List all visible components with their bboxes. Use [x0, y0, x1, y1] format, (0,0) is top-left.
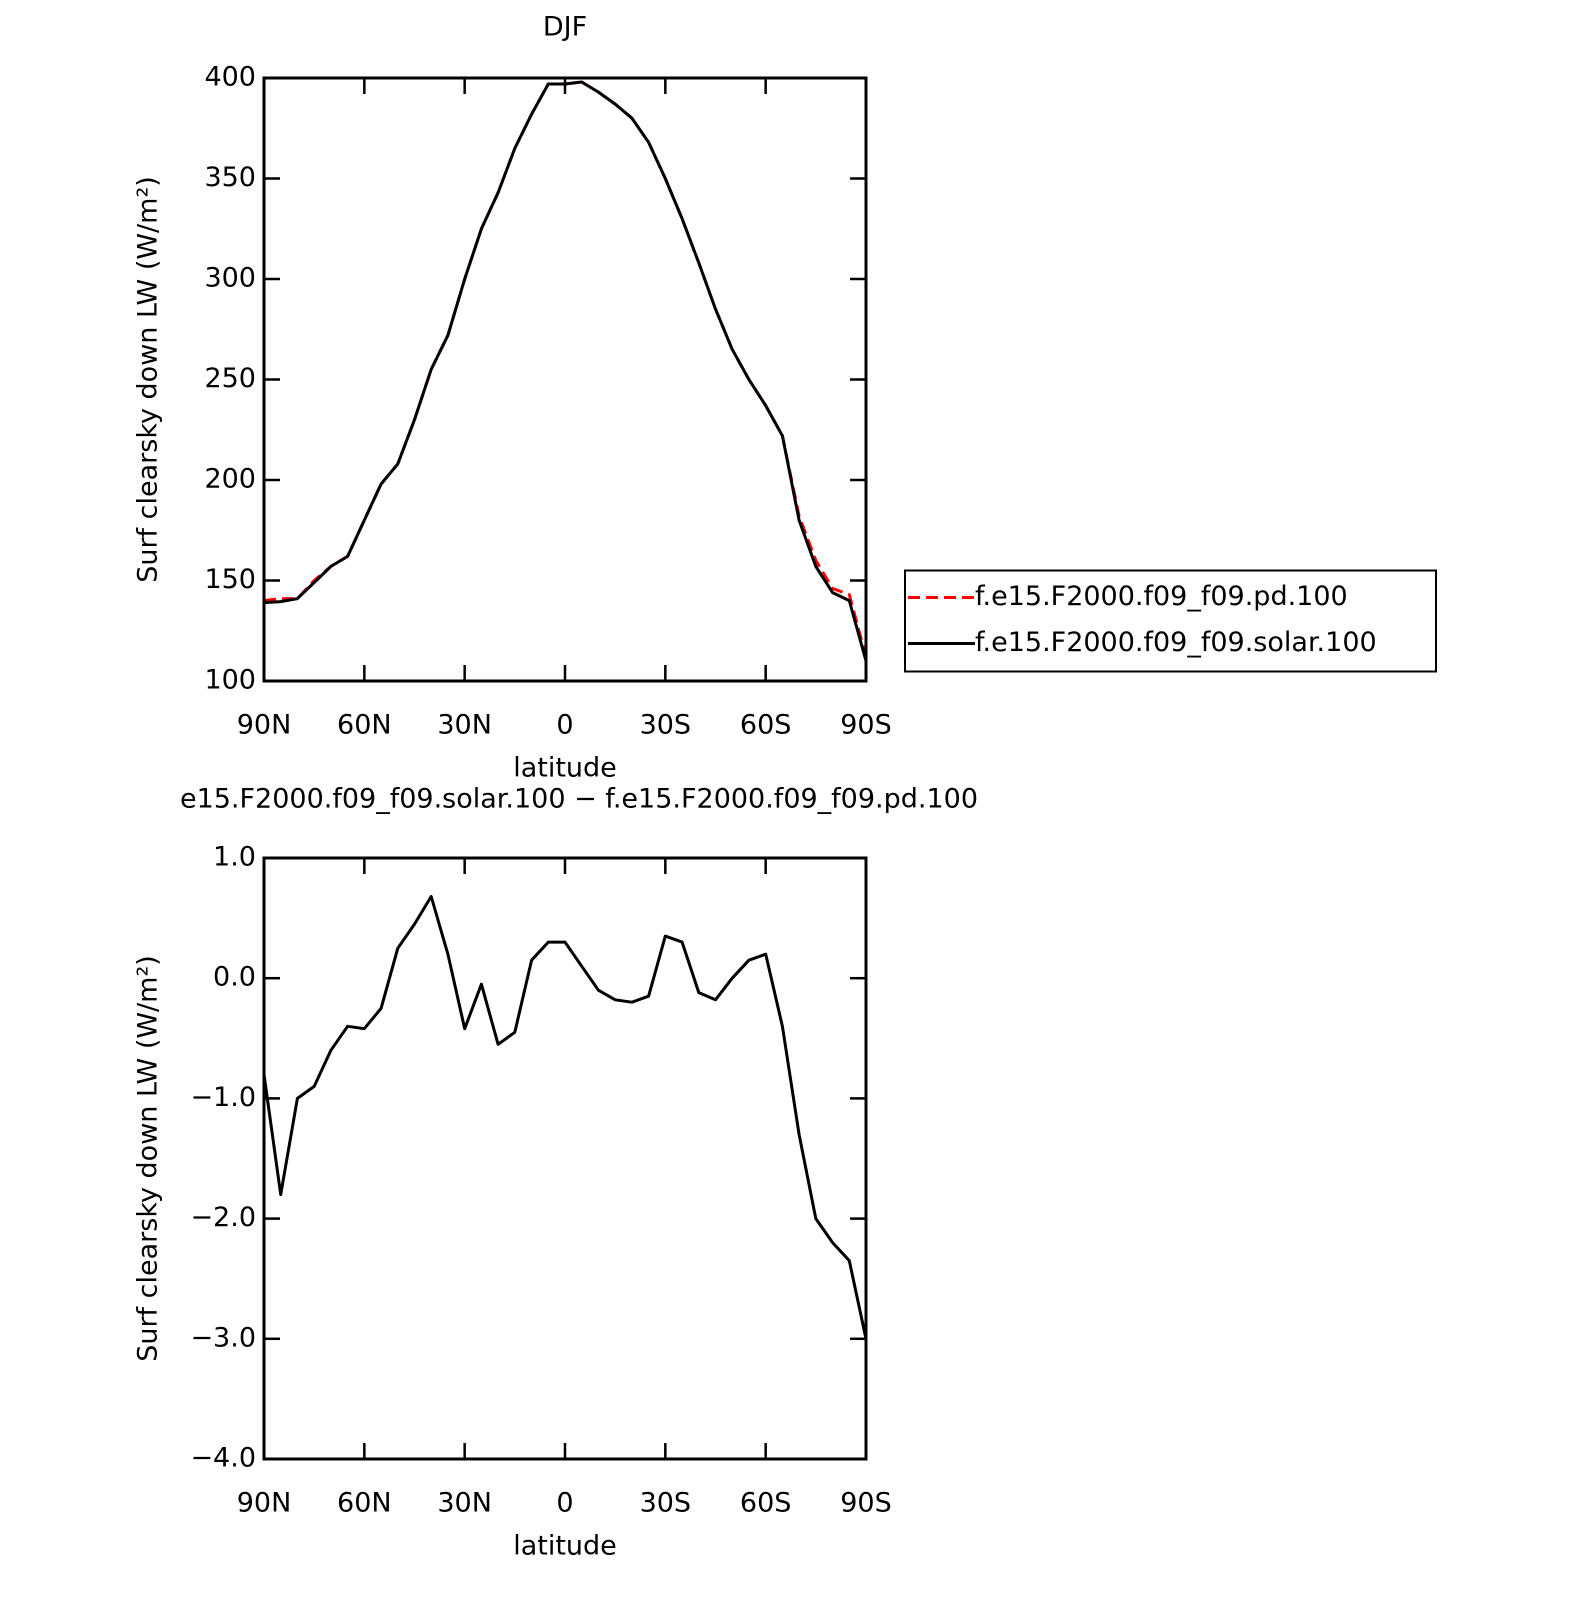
legend-label: f.e15.F2000.f09_f09.solar.100 — [975, 627, 1377, 658]
legend-box — [904, 569, 1437, 673]
y-tick-label: 100 — [204, 665, 256, 696]
legend-label: f.e15.F2000.f09_f09.pd.100 — [975, 581, 1348, 612]
data-line — [263, 80, 868, 662]
chart-title: e15.F2000.f09_f09.solar.100 − f.e15.F200… — [180, 784, 978, 815]
x-tick-label: 90N — [237, 710, 292, 741]
y-tick-label: 300 — [204, 263, 256, 294]
x-axis-label: latitude — [513, 753, 617, 784]
y-tick-label: 350 — [204, 162, 256, 193]
y-tick-label: 250 — [204, 363, 256, 394]
y-tick-label: 1.0 — [213, 842, 256, 873]
plot-frame — [262, 76, 868, 683]
x-tick-label: 30N — [437, 1488, 492, 1519]
x-axis-label: latitude — [513, 1531, 617, 1562]
y-tick-label: −2.0 — [190, 1202, 256, 1233]
x-tick-label: 90S — [840, 1488, 892, 1519]
x-tick-label: 60N — [337, 710, 392, 741]
y-axis-label: Surf clearsky down LW (W/m²) — [133, 176, 164, 583]
y-tick-label: −3.0 — [190, 1322, 256, 1353]
y-tick-label: −4.0 — [190, 1443, 256, 1474]
x-tick-label: 0 — [556, 1488, 573, 1519]
chart-title: DJF — [543, 12, 587, 43]
y-tick-label: 200 — [204, 464, 256, 495]
x-tick-label: 90N — [237, 1488, 292, 1519]
x-tick-label: 90S — [840, 710, 892, 741]
y-tick-label: 400 — [204, 62, 256, 93]
data-line — [263, 80, 868, 658]
x-tick-label: 0 — [556, 710, 573, 741]
y-tick-label: 150 — [204, 564, 256, 595]
x-tick-label: 60N — [337, 1488, 392, 1519]
y-tick-label: −1.0 — [190, 1082, 256, 1113]
y-axis-label: Surf clearsky down LW (W/m²) — [133, 955, 164, 1362]
x-tick-label: 30N — [437, 710, 492, 741]
data-line — [262, 895, 868, 1340]
x-tick-label: 60S — [740, 710, 792, 741]
x-tick-label: 60S — [740, 1488, 792, 1519]
plot-frame — [262, 856, 868, 1461]
x-tick-label: 30S — [640, 1488, 692, 1519]
x-tick-label: 30S — [640, 710, 692, 741]
y-tick-label: 0.0 — [213, 962, 256, 993]
